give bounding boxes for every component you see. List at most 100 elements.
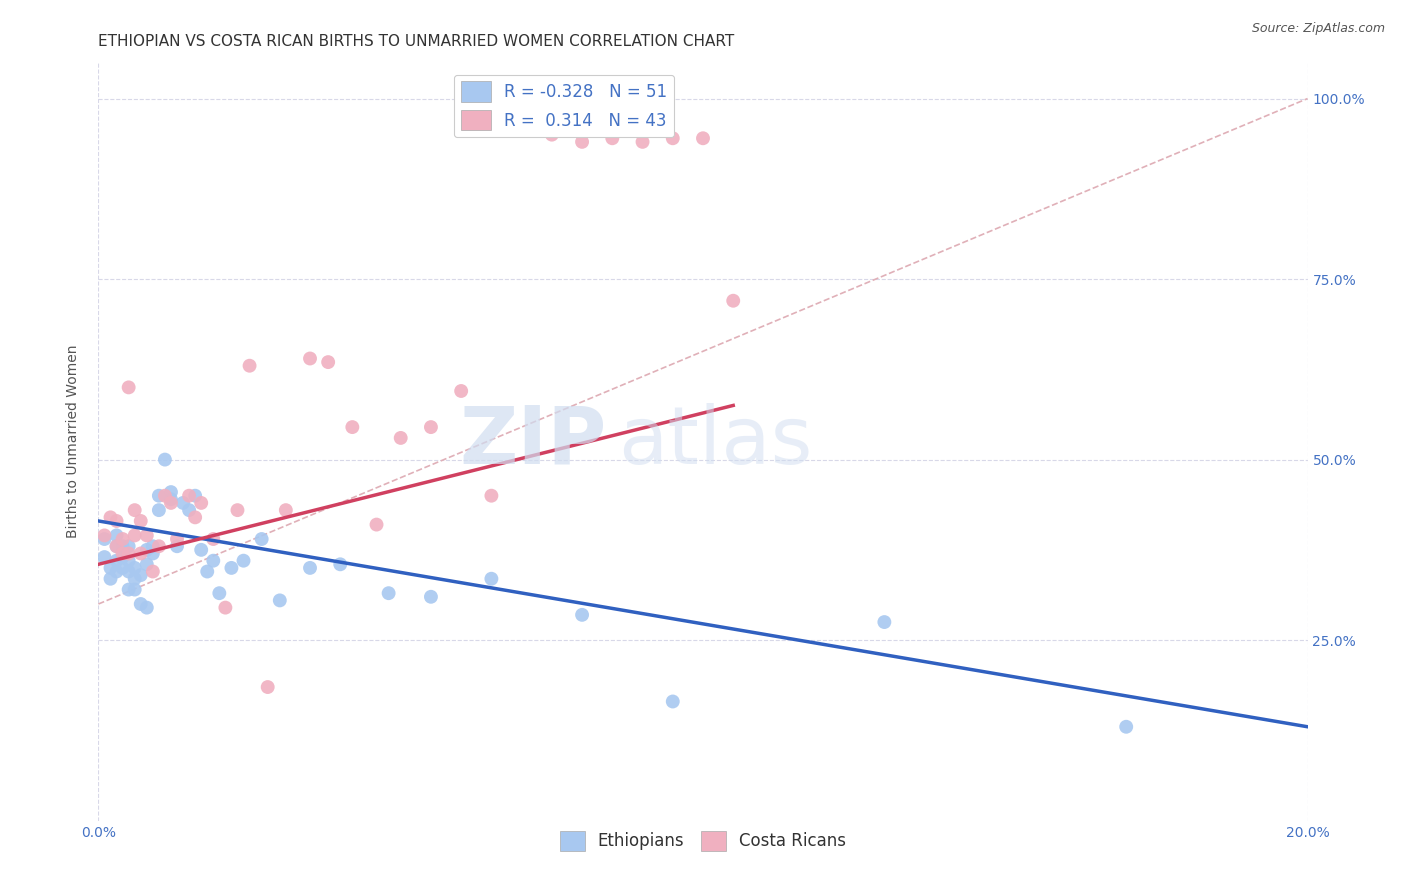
- Point: [873, 615, 896, 629]
- Point: [124, 503, 146, 517]
- Point: [129, 597, 152, 611]
- Point: [389, 431, 412, 445]
- Text: ZIP: ZIP: [458, 402, 606, 481]
- Text: Source: ZipAtlas.com: Source: ZipAtlas.com: [1251, 22, 1385, 36]
- Point: [723, 293, 745, 308]
- Point: [377, 586, 399, 600]
- Point: [571, 607, 593, 622]
- Point: [571, 135, 593, 149]
- Point: [190, 496, 212, 510]
- Point: [105, 539, 128, 553]
- Point: [160, 485, 183, 500]
- Point: [135, 558, 157, 572]
- Point: [105, 514, 128, 528]
- Point: [184, 510, 207, 524]
- Point: [540, 128, 562, 142]
- Point: [316, 355, 339, 369]
- Point: [602, 131, 624, 145]
- Point: [124, 528, 146, 542]
- Point: [124, 561, 146, 575]
- Point: [166, 532, 188, 546]
- Y-axis label: Births to Unmarried Women: Births to Unmarried Women: [66, 345, 80, 538]
- Point: [1115, 720, 1137, 734]
- Point: [111, 532, 134, 546]
- Point: [93, 550, 115, 565]
- Point: [214, 600, 236, 615]
- Point: [299, 561, 322, 575]
- Point: [105, 554, 128, 568]
- Point: [274, 503, 297, 517]
- Point: [256, 680, 278, 694]
- Point: [329, 558, 352, 572]
- Point: [450, 384, 472, 398]
- Point: [105, 539, 128, 553]
- Point: [190, 542, 212, 557]
- Point: [129, 546, 152, 560]
- Point: [239, 359, 262, 373]
- Point: [142, 546, 165, 560]
- Point: [661, 694, 683, 708]
- Point: [111, 546, 134, 560]
- Point: [111, 539, 134, 553]
- Point: [118, 582, 141, 597]
- Point: [148, 489, 170, 503]
- Point: [142, 565, 165, 579]
- Point: [179, 489, 201, 503]
- Point: [129, 568, 152, 582]
- Point: [124, 572, 146, 586]
- Point: [135, 528, 157, 542]
- Point: [124, 582, 146, 597]
- Point: [269, 593, 291, 607]
- Point: [366, 517, 388, 532]
- Point: [299, 351, 322, 366]
- Point: [118, 546, 141, 560]
- Point: [100, 572, 122, 586]
- Legend: Ethiopians, Costa Ricans: Ethiopians, Costa Ricans: [553, 824, 853, 858]
- Point: [111, 550, 134, 565]
- Point: [250, 532, 273, 546]
- Point: [153, 452, 176, 467]
- Point: [342, 420, 364, 434]
- Point: [195, 565, 218, 579]
- Point: [510, 124, 533, 138]
- Point: [184, 489, 207, 503]
- Point: [661, 131, 683, 145]
- Point: [105, 565, 128, 579]
- Point: [232, 554, 254, 568]
- Point: [100, 510, 122, 524]
- Point: [93, 532, 115, 546]
- Point: [118, 539, 141, 553]
- Point: [226, 503, 249, 517]
- Point: [179, 503, 201, 517]
- Point: [160, 496, 183, 510]
- Point: [105, 528, 128, 542]
- Point: [93, 528, 115, 542]
- Point: [692, 131, 714, 145]
- Point: [118, 380, 141, 394]
- Point: [420, 590, 443, 604]
- Point: [166, 539, 188, 553]
- Point: [221, 561, 243, 575]
- Point: [208, 586, 231, 600]
- Point: [148, 503, 170, 517]
- Point: [481, 489, 503, 503]
- Point: [118, 554, 141, 568]
- Point: [135, 600, 157, 615]
- Point: [100, 561, 122, 575]
- Text: atlas: atlas: [619, 402, 813, 481]
- Point: [129, 514, 152, 528]
- Point: [420, 420, 443, 434]
- Point: [172, 496, 194, 510]
- Point: [142, 539, 165, 553]
- Point: [111, 561, 134, 575]
- Point: [481, 572, 503, 586]
- Point: [202, 554, 225, 568]
- Text: ETHIOPIAN VS COSTA RICAN BIRTHS TO UNMARRIED WOMEN CORRELATION CHART: ETHIOPIAN VS COSTA RICAN BIRTHS TO UNMAR…: [98, 34, 735, 49]
- Point: [118, 565, 141, 579]
- Point: [160, 492, 183, 507]
- Point: [135, 542, 157, 557]
- Point: [148, 539, 170, 553]
- Point: [153, 489, 176, 503]
- Point: [631, 135, 654, 149]
- Point: [202, 532, 225, 546]
